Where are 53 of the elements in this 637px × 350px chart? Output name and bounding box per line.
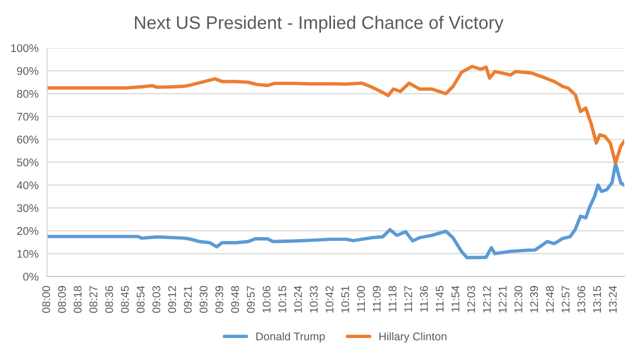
x-tick-label: 11:54 bbox=[452, 286, 460, 312]
x-tick-label: 12:21 bbox=[498, 286, 506, 312]
x-tick-label: 12:48 bbox=[546, 286, 554, 312]
x-tick-label: 11:45 bbox=[436, 286, 444, 312]
x-tick-label: 08:27 bbox=[89, 286, 98, 313]
x-tick-label: 13:15 bbox=[593, 286, 602, 312]
x-tick-label: 09:12 bbox=[168, 286, 176, 313]
x-tick-label: 13:24 bbox=[608, 286, 617, 312]
y-tick-label: 100% bbox=[11, 44, 38, 52]
y-tick-label: 40% bbox=[16, 181, 38, 190]
x-tick-label: 11:27 bbox=[404, 286, 412, 312]
y-tick-label: 90% bbox=[17, 67, 38, 75]
x-tick-label: 08:00 bbox=[42, 286, 50, 313]
x-tick-label: 08:09 bbox=[58, 286, 66, 313]
y-tick-label: 80% bbox=[17, 90, 38, 98]
x-tick-label: 09:48 bbox=[231, 286, 239, 313]
x-tick-label: 10:33 bbox=[310, 286, 318, 312]
x-tick-label: 12:12 bbox=[482, 286, 491, 312]
x-tick-label: 09:57 bbox=[246, 286, 255, 313]
x-tick-label: 12:39 bbox=[530, 286, 538, 312]
x-tick-label: 10:24 bbox=[294, 286, 302, 312]
x-tick-label: 12:57 bbox=[562, 286, 570, 312]
line-series bbox=[47, 162, 624, 260]
line-series bbox=[47, 64, 624, 165]
y-tick-label: 70% bbox=[17, 112, 38, 121]
x-tick-label: 09:21 bbox=[184, 286, 192, 313]
x-tick-label: 08:18 bbox=[74, 286, 82, 313]
x-tick-label: 10:51 bbox=[341, 286, 350, 312]
x-tick-label: 11:18 bbox=[388, 286, 396, 312]
x-tick-label: 12:03 bbox=[467, 286, 476, 312]
x-tick-label: 09:39 bbox=[215, 286, 224, 313]
x-tick-label: 08:45 bbox=[120, 286, 129, 313]
y-tick-label: 20% bbox=[17, 227, 38, 235]
x-tick-label: 09:03 bbox=[152, 286, 160, 313]
x-tick-label: 08:54 bbox=[136, 286, 145, 313]
y-tick-label: 60% bbox=[17, 136, 38, 144]
y-tick-label: 0% bbox=[23, 272, 38, 281]
x-tick-label: 10:06 bbox=[262, 286, 270, 312]
x-tick-label: 11:36 bbox=[420, 286, 428, 312]
y-tick-label: 50% bbox=[17, 158, 38, 166]
x-tick-label: 13:06 bbox=[577, 286, 586, 312]
x-tick-label: 11:09 bbox=[372, 286, 381, 312]
x-tick-label: 12:30 bbox=[514, 286, 522, 312]
chart-title: Next US President - Implied Chance of Victory bbox=[135, 16, 504, 33]
x-tick-label: 10:15 bbox=[278, 286, 286, 312]
x-tick-label: 09:30 bbox=[200, 286, 208, 313]
y-tick-label: 30% bbox=[16, 204, 38, 212]
x-tick-label: 10:42 bbox=[326, 286, 334, 312]
legend-label: Donald Trump bbox=[256, 332, 325, 343]
legend-label: Hillary Clinton bbox=[379, 332, 446, 343]
x-tick-label: 11:00 bbox=[357, 286, 365, 312]
x-tick-label: 08:36 bbox=[105, 286, 114, 313]
y-tick-label: 10% bbox=[17, 250, 38, 258]
